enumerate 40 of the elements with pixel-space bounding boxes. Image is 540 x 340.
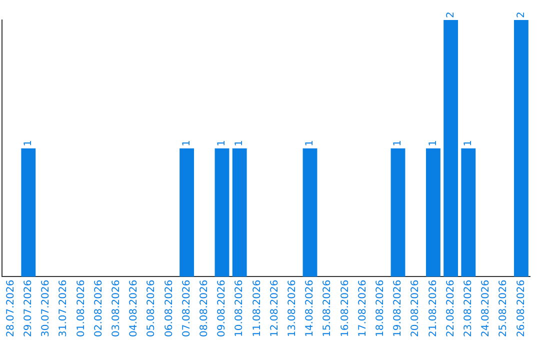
data-label: 1 [234, 140, 246, 146]
x-tick-label: 16.08.2026 [340, 280, 351, 338]
x-tick-label: 22.08.2026 [445, 280, 456, 338]
x-tick-label: 21.08.2026 [428, 280, 439, 338]
x-tick-label: 31.07.2026 [58, 280, 70, 338]
x-tick-label: 06.08.2026 [164, 280, 175, 338]
x-tick-label: 26.08.2026 [516, 280, 527, 338]
x-tick-label: 15.08.2026 [322, 280, 334, 338]
data-label: 1 [22, 140, 34, 146]
x-tick-label: 03.08.2026 [110, 280, 122, 338]
data-label: 1 [181, 140, 192, 146]
data-label: 1 [392, 140, 404, 146]
x-tick-label: 24.08.2026 [480, 280, 492, 338]
x-tick-label: 09.08.2026 [216, 280, 228, 338]
x-tick-label: 08.08.2026 [198, 280, 210, 338]
data-label: 2 [445, 12, 456, 18]
data-label: 1 [462, 140, 474, 146]
data-label: 1 [304, 140, 316, 146]
data-label: 1 [216, 140, 228, 146]
x-tick-label: 30.07.2026 [40, 280, 52, 338]
data-label: 2 [516, 12, 527, 18]
x-tick-label: 28.07.2026 [5, 280, 16, 338]
x-tick-label: 17.08.2026 [357, 280, 368, 338]
x-tick-label: 07.08.2026 [181, 280, 192, 338]
x-tick-label: 19.08.2026 [392, 280, 404, 338]
x-tick-label: 02.08.2026 [93, 280, 104, 338]
x-tick-label: 04.08.2026 [128, 280, 140, 338]
x-tick-label: 10.08.2026 [234, 280, 246, 338]
x-tick-label: 29.07.2026 [22, 280, 34, 338]
x-tick-label: 01.08.2026 [76, 280, 87, 338]
x-tick-label: 11.08.2026 [252, 280, 263, 338]
x-tick-label: 13.08.2026 [286, 280, 298, 338]
x-tick-label: 23.08.2026 [462, 280, 474, 338]
x-tick-label: 18.08.2026 [374, 280, 386, 338]
x-tick-label: 05.08.2026 [146, 280, 158, 338]
data-label: 1 [428, 140, 439, 146]
x-tick-label: 14.08.2026 [304, 280, 316, 338]
x-tick-label: 25.08.2026 [498, 280, 510, 338]
x-tick-label: 12.08.2026 [269, 280, 280, 338]
x-tick-label: 20.08.2026 [410, 280, 422, 338]
